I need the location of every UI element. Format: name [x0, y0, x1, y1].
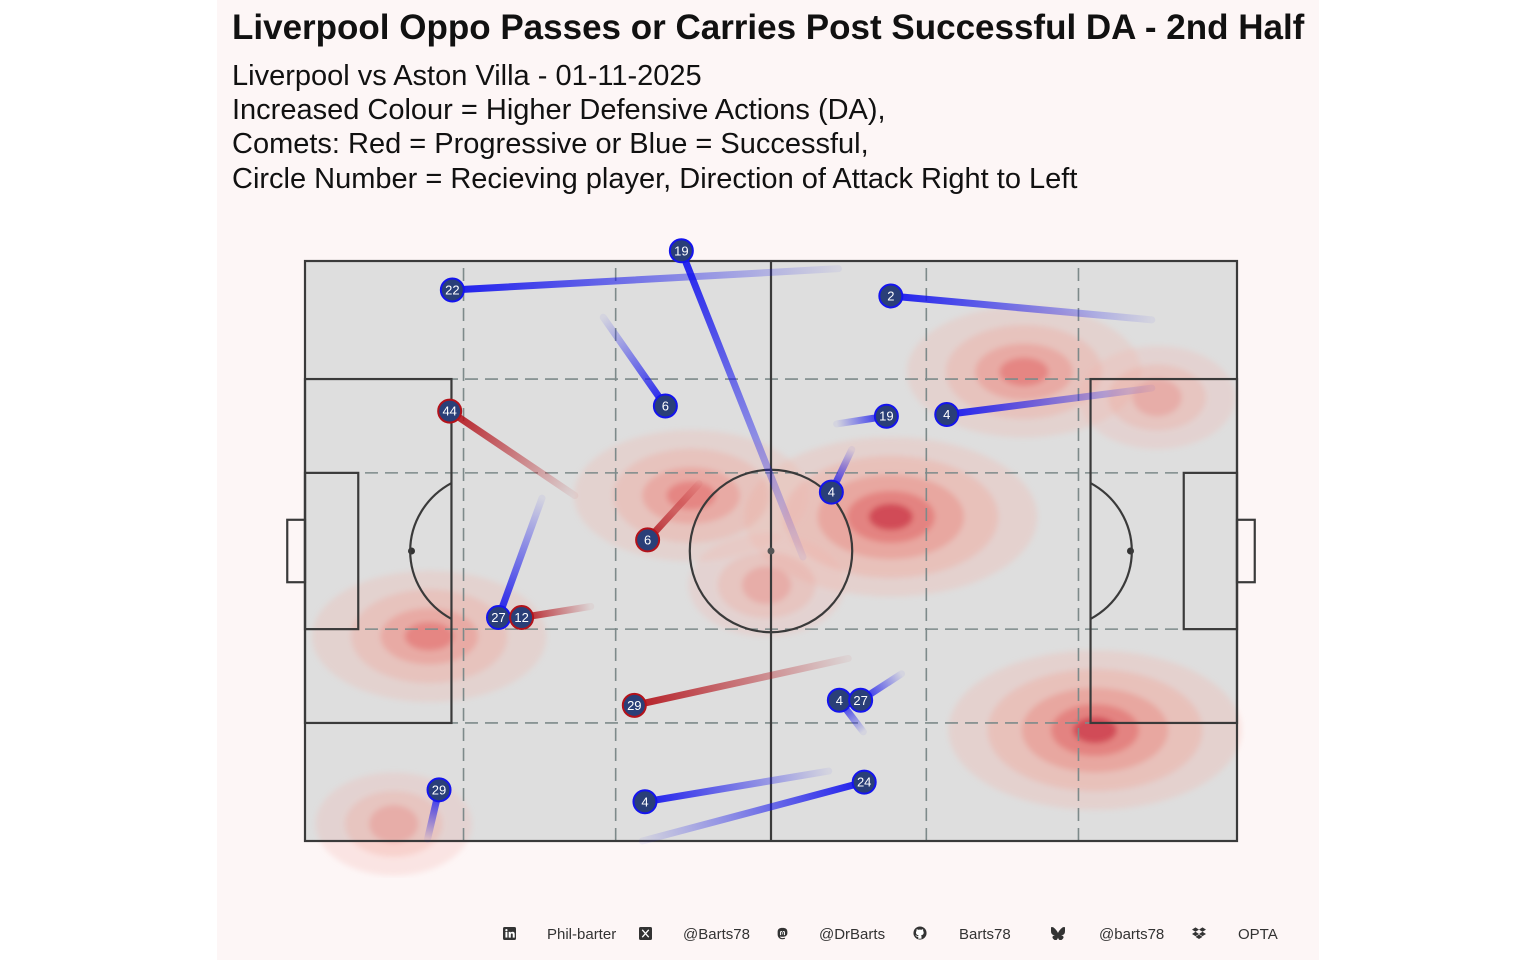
github-icon[interactable] [913, 926, 927, 940]
comet-successful-27 [495, 494, 546, 622]
footer-credits: Phil-barter @Barts78 @DrBarts Barts78 @b… [0, 924, 1536, 948]
player-number-label: 4 [828, 485, 835, 500]
subtitle-match: Liverpool vs Aston Villa - 01-11-2025 [232, 60, 702, 92]
comet-successful-22 [448, 265, 842, 294]
centre-spot [767, 547, 775, 555]
footer-mastodon-handle[interactable]: @DrBarts [819, 926, 886, 943]
subtitle-comet-key: Comets: Red = Progressive or Blue = Succ… [232, 128, 869, 160]
comet-successful-2 [887, 292, 1156, 324]
density-contour-7-2 [742, 566, 791, 604]
density-contour-2-3 [999, 357, 1049, 386]
player-number-label: 12 [514, 610, 528, 625]
footer-github-handle[interactable]: Barts78 [959, 926, 1011, 943]
player-marker-4 [934, 402, 960, 428]
player-marker-29 [426, 777, 452, 803]
right-goal [1235, 518, 1256, 584]
right-penalty-spot [1126, 547, 1134, 555]
comet-successful-24 [638, 778, 868, 845]
footer-data-source[interactable]: OPTA [1238, 926, 1278, 943]
subtitle-circle-key: Circle Number = Recieving player, Direct… [232, 163, 1078, 195]
x-twitter-icon[interactable] [638, 926, 652, 940]
player-marker-22 [439, 277, 465, 303]
player-marker-4 [818, 479, 844, 505]
subtitle-colour-key: Increased Colour = Higher Defensive Acti… [232, 94, 886, 126]
player-marker-24 [851, 769, 877, 795]
bluesky-icon[interactable] [1051, 926, 1065, 940]
left-penalty-spot [408, 547, 416, 555]
comet-successful-19 [677, 247, 807, 561]
dropbox-icon[interactable] [1192, 926, 1206, 940]
player-number-label: 19 [879, 409, 893, 424]
comet-progressive-44 [446, 407, 579, 500]
left-goal [286, 518, 307, 584]
comet-progressive-6 [644, 480, 703, 544]
player-number-label: 44 [442, 404, 456, 419]
player-marker-19 [668, 238, 694, 264]
comet-successful-4 [641, 767, 833, 806]
player-marker-44 [437, 398, 463, 424]
player-number-label: 2 [887, 288, 894, 303]
player-number-label: 27 [491, 610, 505, 625]
player-marker-4 [632, 789, 658, 815]
player-number-label: 4 [836, 693, 843, 708]
player-marker-6 [635, 527, 661, 553]
player-marker-2 [878, 283, 904, 309]
player-number-label: 29 [627, 698, 641, 713]
player-marker-29 [621, 692, 647, 718]
player-number-label: 27 [853, 693, 867, 708]
player-number-label: 6 [644, 532, 651, 547]
player-marker-19 [873, 403, 899, 429]
density-contour-0-4 [868, 503, 913, 531]
comet-successful-4 [943, 384, 1156, 419]
density-contour-1-4 [1073, 716, 1117, 744]
player-number-label: 6 [662, 399, 669, 414]
right-penalty-arc [1090, 482, 1133, 620]
player-number-label: 4 [641, 794, 648, 809]
comet-successful-6 [599, 313, 669, 410]
chart-title: Liverpool Oppo Passes or Carries Post Su… [232, 8, 1305, 47]
density-contour-6-2 [369, 805, 419, 843]
mastodon-icon[interactable] [775, 926, 789, 940]
player-number-label: 19 [674, 243, 688, 258]
linkedin-icon[interactable] [502, 926, 516, 940]
player-marker-12 [509, 605, 535, 631]
density-contour-5-2 [1132, 378, 1182, 417]
player-number-label: 29 [432, 782, 446, 797]
player-marker-6 [652, 393, 678, 419]
density-contour-4-3 [404, 622, 454, 651]
player-number-label: 22 [445, 283, 459, 298]
player-number-label: 4 [943, 407, 950, 422]
footer-linkedin-handle[interactable]: Phil-barter [547, 926, 617, 943]
pitch-markings [286, 259, 1256, 843]
player-number-label: 24 [857, 775, 871, 790]
footer-x-handle[interactable]: @Barts78 [683, 926, 750, 943]
left-penalty-arc [409, 482, 452, 620]
footer-bluesky-handle[interactable]: @barts78 [1099, 926, 1165, 943]
comet-progressive-29 [630, 654, 852, 709]
player-marker-27 [848, 687, 874, 713]
